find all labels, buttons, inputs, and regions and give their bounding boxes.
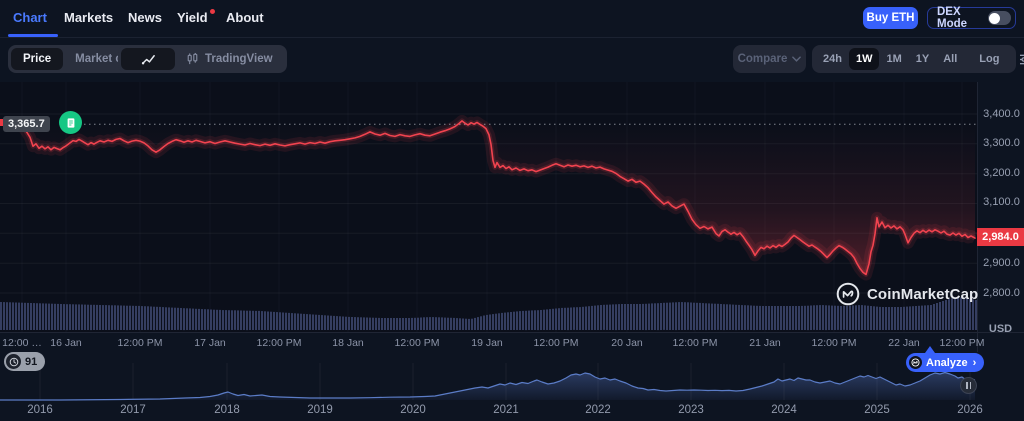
x-axis-tick: 12:00 PM <box>811 337 857 349</box>
log-scale-button[interactable]: Log <box>979 53 1000 65</box>
x-axis-tick: 12:00 PM <box>117 337 163 349</box>
y-axis-tick: 2,800.0 <box>983 287 1020 299</box>
price-tab[interactable]: Price <box>11 48 64 70</box>
navigator-resize-handle[interactable] <box>960 377 977 394</box>
candlestick-icon <box>187 52 198 65</box>
tradingview-label: TradingView <box>205 53 273 65</box>
price-chart-canvas[interactable] <box>0 82 978 332</box>
tab-news[interactable]: News <box>128 10 162 25</box>
x-axis-tick: 22 Jan <box>888 337 920 349</box>
time-range-group: 24h 1W 1M 1Y All Log <box>812 45 1024 73</box>
analyze-button[interactable]: Analyze › <box>906 353 985 372</box>
series-start-marker <box>0 119 4 126</box>
range-1w[interactable]: 1W <box>848 48 880 70</box>
x-axis-tick: 12:00 PM <box>939 337 985 349</box>
navigator-year-label: 2026 <box>957 404 983 416</box>
y-axis-tick: 3,400.0 <box>983 108 1020 120</box>
time-axis[interactable]: 12:00 … 16 Jan 12:00 PM 17 Jan 12:00 PM 18 Ja… <box>0 332 1024 353</box>
navigator-year-label: 2018 <box>214 404 240 416</box>
y-axis-tick: 3,200.0 <box>983 167 1020 179</box>
currency-label: USD <box>988 323 1013 335</box>
clock-icon <box>6 354 21 369</box>
dex-mode-toggle[interactable] <box>987 11 1011 25</box>
main-chart-svg <box>0 113 978 331</box>
analyze-label: Analyze <box>926 356 968 369</box>
y-axis-tick: 3,300.0 <box>983 137 1020 149</box>
navigator-year-label: 2025 <box>864 404 890 416</box>
compare-button[interactable]: Compare <box>733 45 806 73</box>
navigator-year-label: 2022 <box>585 404 611 416</box>
last-price-badge: 2,984.0 <box>977 228 1024 246</box>
range-24h[interactable]: 24h <box>823 53 842 65</box>
x-axis-tick: 12:00 … <box>2 337 42 349</box>
x-axis-tick: 12:00 PM <box>672 337 718 349</box>
tab-yield-label: Yield <box>177 10 208 25</box>
x-axis-tick: 18 Jan <box>332 337 364 349</box>
navigator-chart-svg <box>0 363 976 401</box>
x-axis-tick: 21 Jan <box>749 337 781 349</box>
top-nav: Chart Markets News Yield About Buy ETH D… <box>0 0 1024 38</box>
chart-settings-button[interactable] <box>1019 53 1024 66</box>
chart-type-segment: TradingView <box>118 45 287 73</box>
dex-mode-control[interactable]: DEX Mode <box>927 6 1016 30</box>
navigator-year-label: 2023 <box>678 404 704 416</box>
navigator-year-label: 2016 <box>27 404 53 416</box>
line-chart-icon <box>141 54 155 64</box>
range-all[interactable]: All <box>943 53 958 65</box>
x-axis-tick: 16 Jan <box>50 337 82 349</box>
navigator-year-label: 2019 <box>307 404 333 416</box>
watermark-text: CoinMarketCap <box>867 285 979 303</box>
events-count-badge[interactable]: 91 <box>4 352 46 371</box>
coinmarketcap-logo-icon <box>836 282 860 306</box>
toggle-knob <box>989 12 1001 24</box>
start-price-label: 3,365.7 <box>3 116 50 132</box>
buy-eth-button[interactable]: Buy ETH <box>863 7 918 29</box>
navigator-year-label: 2020 <box>400 404 426 416</box>
chart-toolbar: Price Market cap TradingView Compare 24h… <box>0 37 1024 82</box>
price-axis[interactable]: 3,400.0 3,300.0 3,200.0 3,100.0 2,900.0 2,800… <box>977 82 1024 352</box>
tab-yield[interactable]: Yield <box>177 0 215 36</box>
sliders-icon <box>1020 54 1024 64</box>
x-axis-tick: 17 Jan <box>194 337 226 349</box>
line-chart-type-button[interactable] <box>121 48 175 70</box>
range-1m[interactable]: 1M <box>886 53 902 65</box>
analyze-tooltip-pointer <box>925 346 935 353</box>
navigator-year-label: 2017 <box>120 404 146 416</box>
chevron-right-icon: › <box>972 356 977 369</box>
document-icon <box>67 117 74 128</box>
compare-label: Compare <box>737 53 788 65</box>
x-axis-tick: 12:00 PM <box>533 337 579 349</box>
tab-markets[interactable]: Markets <box>64 10 114 25</box>
x-axis-tick: 20 Jan <box>611 337 643 349</box>
navigator-scrubber[interactable] <box>0 360 1024 402</box>
dex-mode-label: DEX Mode <box>937 6 968 30</box>
y-axis-tick: 2,900.0 <box>983 257 1020 269</box>
yield-notification-dot-icon <box>209 9 215 14</box>
x-axis-tick: 12:00 PM <box>256 337 302 349</box>
range-1y[interactable]: 1Y <box>915 53 930 65</box>
navigator-year-label: 2021 <box>493 404 519 416</box>
x-axis-tick: 12:00 PM <box>394 337 440 349</box>
tab-chart[interactable]: Chart <box>13 10 47 25</box>
tab-about[interactable]: About <box>226 10 264 25</box>
watermark: CoinMarketCap <box>836 282 978 306</box>
analyze-ai-icon <box>909 356 922 369</box>
x-axis-tick: 19 Jan <box>471 337 503 349</box>
tradingview-candles-button[interactable]: TradingView <box>175 52 284 66</box>
chevron-down-icon <box>792 56 802 62</box>
active-tab-underline <box>8 34 58 37</box>
navigator-year-label: 2024 <box>771 404 797 416</box>
news-event-marker-icon[interactable] <box>59 111 82 134</box>
y-axis-tick: 3,100.0 <box>983 196 1020 208</box>
events-count: 91 <box>25 355 38 368</box>
